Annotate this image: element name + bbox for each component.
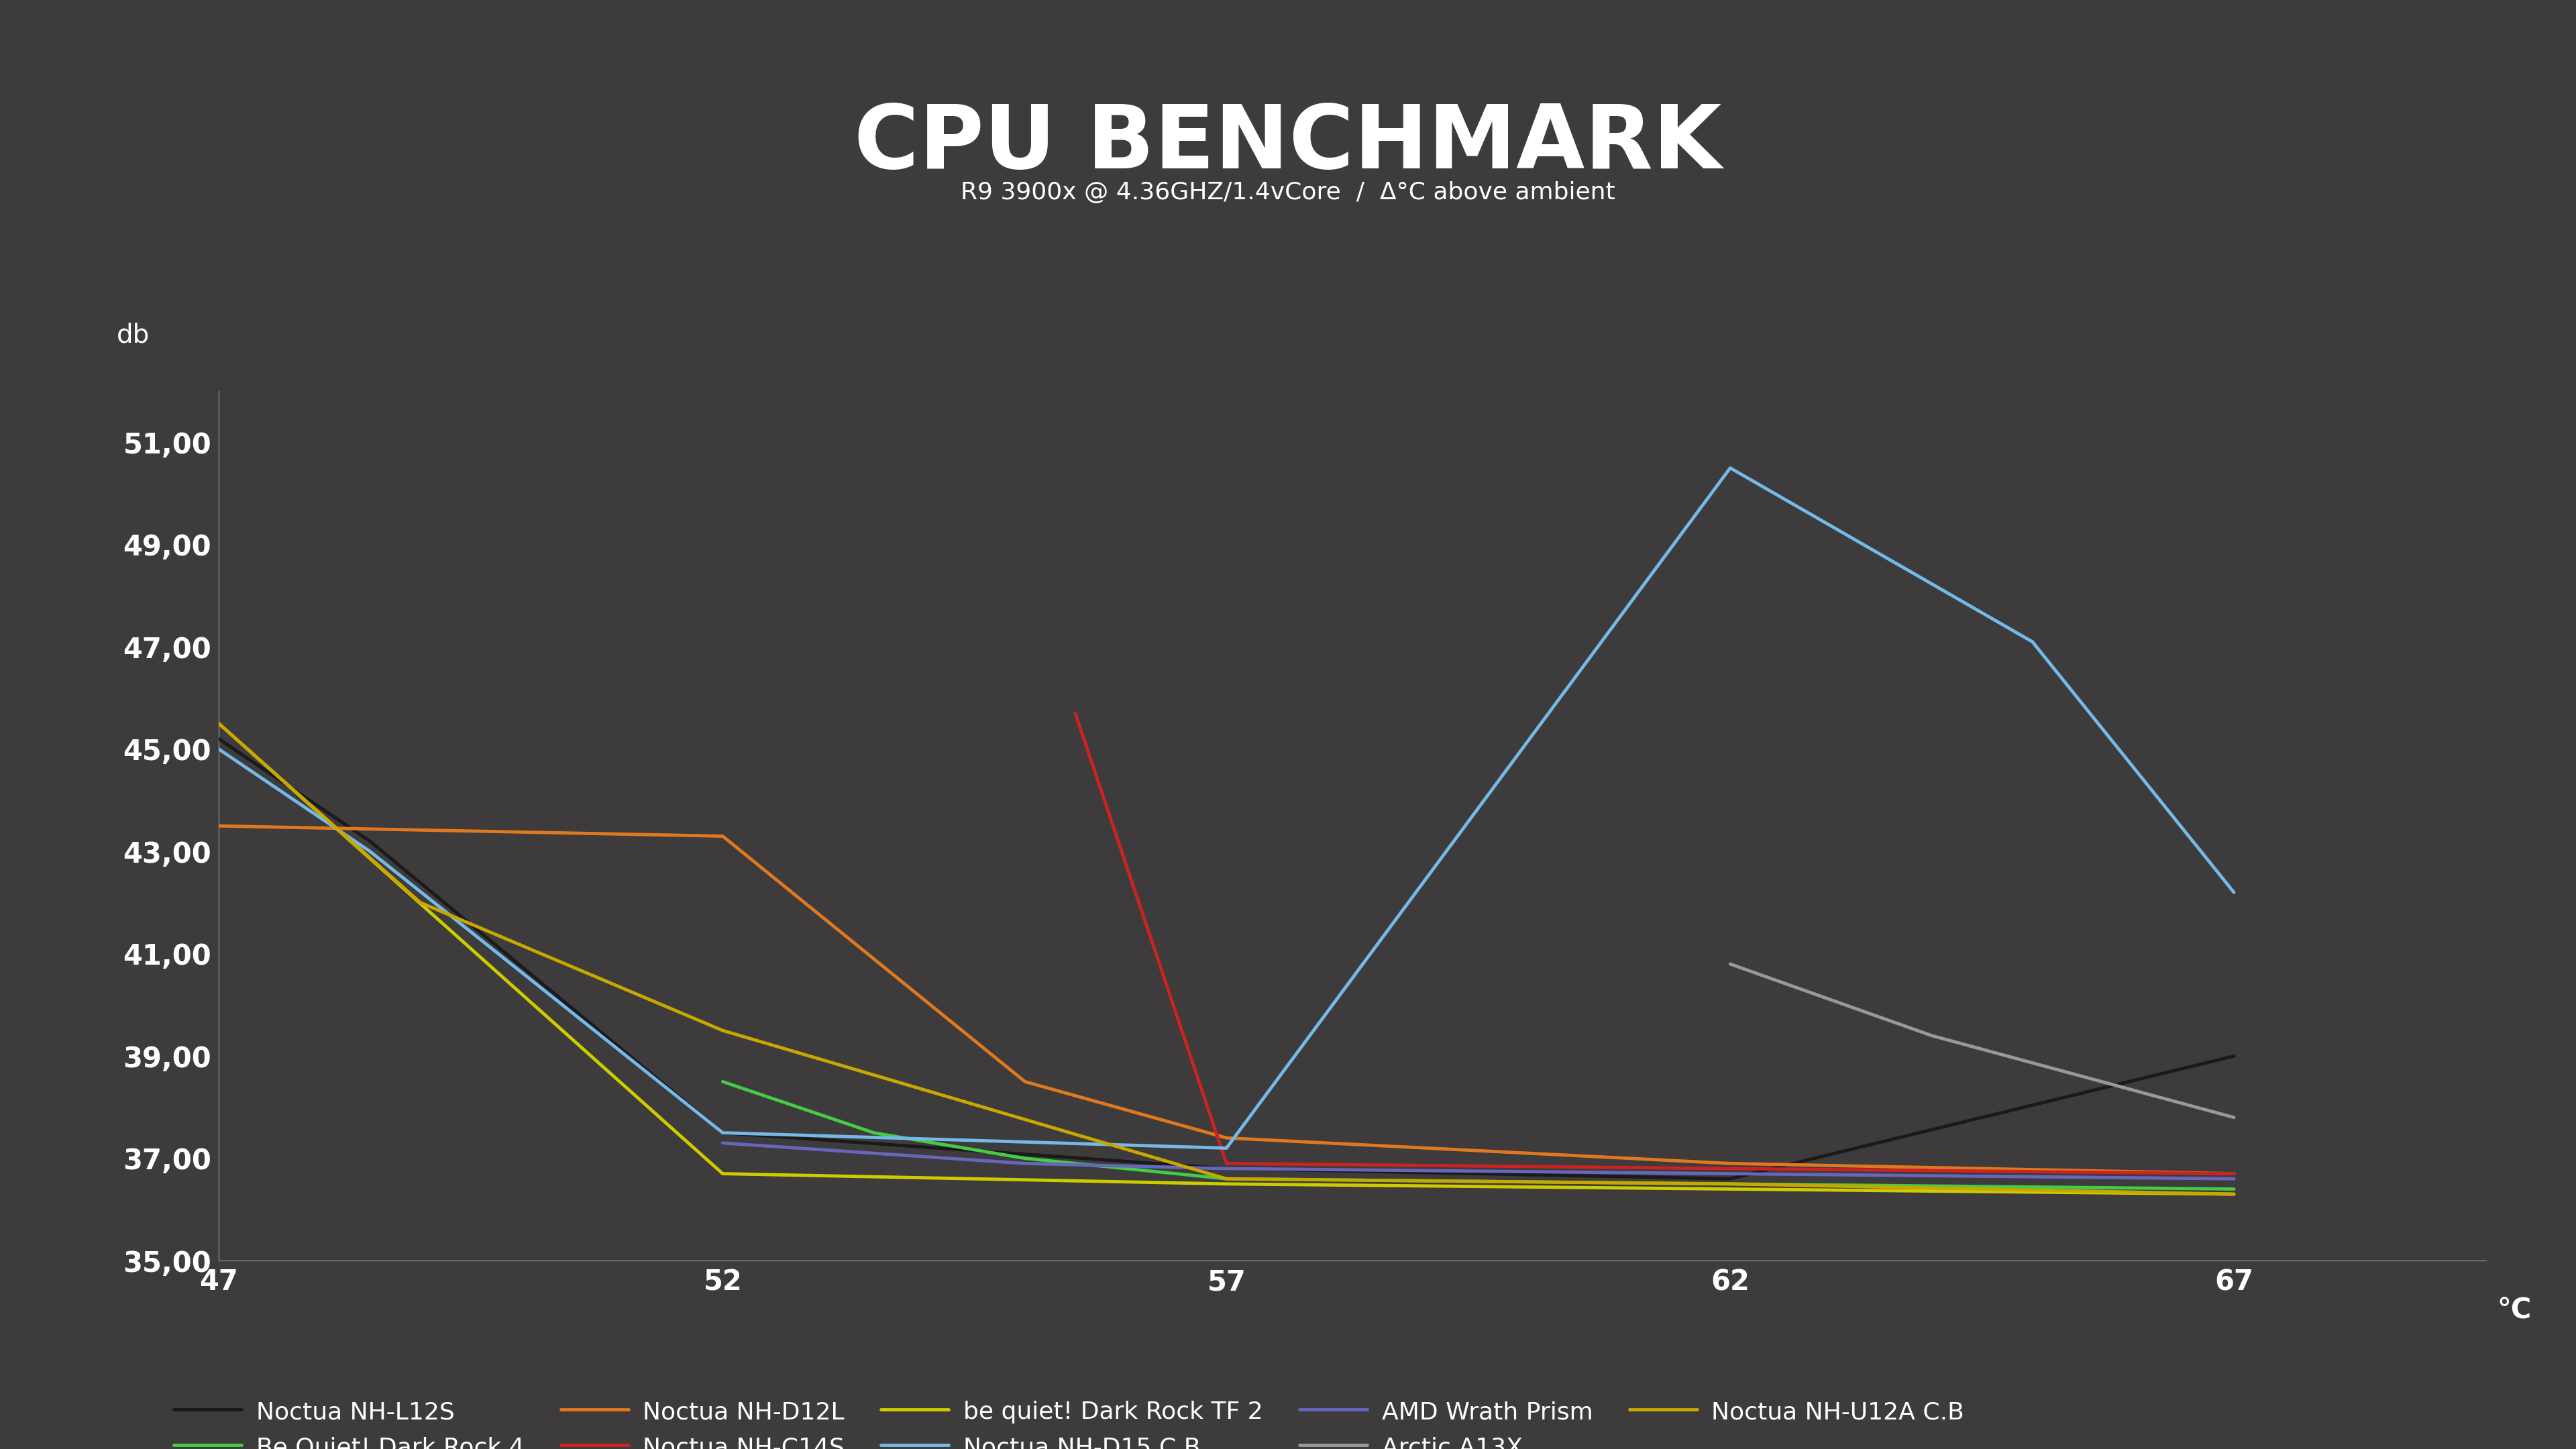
Noctua NH-U12A C.B [2218, 1185, 2249, 1203]
Line: Noctua NH-D12L: Noctua NH-D12L [219, 826, 2233, 1174]
Noctua NH-D12L [204, 817, 234, 835]
Noctua NH-L12S [708, 1124, 739, 1142]
be quiet! Dark Rock TF 2 [1211, 1175, 1242, 1193]
Noctua NH-D15 C.B [355, 843, 386, 861]
Legend: Noctua NH-L12S, Be Quiet! Dark Rock 4, Noctua NH-D12L, Noctua NH-C14S, be quiet!: Noctua NH-L12S, Be Quiet! Dark Rock 4, N… [173, 1400, 1965, 1449]
be quiet! Dark Rock TF 2 [2218, 1185, 2249, 1203]
Noctua NH-C14S [1059, 704, 1090, 722]
Noctua NH-C14S [2218, 1165, 2249, 1182]
Noctua NH-D15 C.B [1716, 459, 1747, 477]
Be Quiet! Dark Rock 4 [708, 1072, 739, 1090]
Noctua NH-U12A C.B [1716, 1175, 1747, 1193]
Noctua NH-D15 C.B [2017, 633, 2048, 651]
Noctua NH-C14S [1716, 1159, 1747, 1177]
Line: Noctua NH-L12S: Noctua NH-L12S [219, 739, 2233, 1179]
Noctua NH-L12S [355, 833, 386, 851]
Text: °C: °C [2496, 1295, 2532, 1323]
AMD Wrath Prism [1010, 1155, 1041, 1172]
Noctua NH-U12A C.B [708, 1022, 739, 1039]
Noctua NH-U12A C.B [204, 714, 234, 732]
Be Quiet! Dark Rock 4 [2218, 1181, 2249, 1198]
Noctua NH-L12S [1211, 1159, 1242, 1177]
Noctua NH-U12A C.B [1211, 1171, 1242, 1188]
Line: Noctua NH-D15 C.B: Noctua NH-D15 C.B [219, 468, 2233, 1148]
Noctua NH-D15 C.B [1211, 1139, 1242, 1156]
Noctua NH-D12L [708, 827, 739, 845]
Noctua NH-L12S [204, 730, 234, 748]
be quiet! Dark Rock TF 2 [708, 1165, 739, 1182]
Arctic A13X [1716, 955, 1747, 972]
Noctua NH-D15 C.B [204, 740, 234, 758]
Noctua NH-D12L [1716, 1155, 1747, 1172]
AMD Wrath Prism [708, 1135, 739, 1152]
AMD Wrath Prism [1716, 1165, 1747, 1182]
Line: AMD Wrath Prism: AMD Wrath Prism [724, 1143, 2233, 1179]
Text: CPU BENCHMARK: CPU BENCHMARK [855, 101, 1721, 187]
Arctic A13X [2218, 1108, 2249, 1126]
Noctua NH-C14S [1211, 1155, 1242, 1172]
Noctua NH-D12L [1010, 1072, 1041, 1090]
Arctic A13X [1917, 1027, 1947, 1045]
Be Quiet! Dark Rock 4 [1716, 1175, 1747, 1193]
Be Quiet! Dark Rock 4 [1211, 1171, 1242, 1188]
Be Quiet! Dark Rock 4 [1010, 1149, 1041, 1166]
Noctua NH-D12L [1211, 1129, 1242, 1146]
Noctua NH-U12A C.B [404, 894, 435, 911]
Line: Arctic A13X: Arctic A13X [1731, 964, 2233, 1117]
Be Quiet! Dark Rock 4 [858, 1124, 889, 1142]
Noctua NH-L12S [1716, 1171, 1747, 1188]
be quiet! Dark Rock TF 2 [204, 714, 234, 732]
be quiet! Dark Rock TF 2 [1716, 1181, 1747, 1198]
Text: R9 3900x @ 4.36GHZ/1.4vCore  /  Δ°C above ambient: R9 3900x @ 4.36GHZ/1.4vCore / Δ°C above … [961, 181, 1615, 204]
Line: Be Quiet! Dark Rock 4: Be Quiet! Dark Rock 4 [724, 1081, 2233, 1190]
Noctua NH-D12L [2218, 1165, 2249, 1182]
Text: db: db [116, 322, 149, 348]
AMD Wrath Prism [2218, 1171, 2249, 1188]
AMD Wrath Prism [1211, 1159, 1242, 1177]
Noctua NH-D15 C.B [2218, 884, 2249, 901]
Noctua NH-D15 C.B [708, 1124, 739, 1142]
Noctua NH-L12S [2218, 1048, 2249, 1065]
Line: Noctua NH-C14S: Noctua NH-C14S [1074, 713, 2233, 1174]
Line: Noctua NH-U12A C.B: Noctua NH-U12A C.B [219, 723, 2233, 1194]
Line: be quiet! Dark Rock TF 2: be quiet! Dark Rock TF 2 [219, 723, 2233, 1194]
